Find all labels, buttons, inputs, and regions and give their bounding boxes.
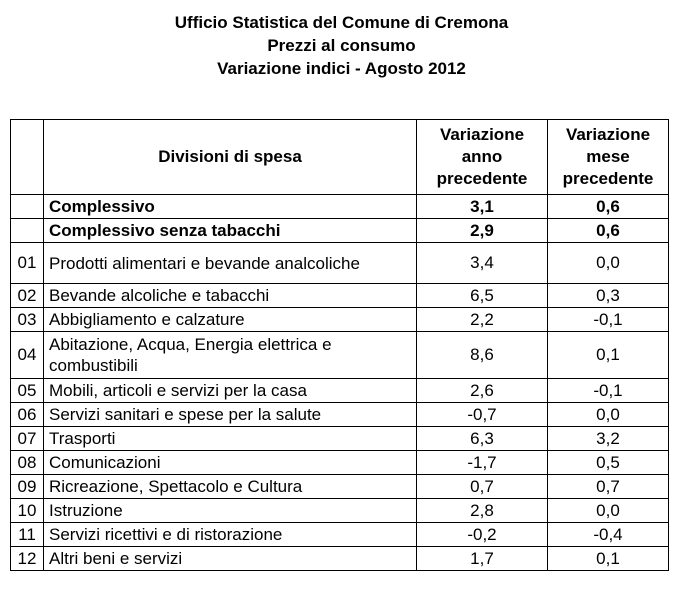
row-variation-month: 0,7 — [547, 474, 669, 499]
row-variation-month: 3,2 — [547, 426, 669, 451]
header-division: Divisioni di spesa — [43, 119, 417, 195]
row-variation-year: 8,6 — [416, 331, 548, 379]
row-variation-month: 0,3 — [547, 283, 669, 308]
table-row-03: 03 Abbigliamento e calzature 2,2 -0,1 — [10, 307, 669, 332]
row-variation-month: 0,0 — [547, 242, 669, 284]
row-variation-year: 2,6 — [416, 378, 548, 403]
row-code: 08 — [10, 450, 44, 475]
table-row-12: 12 Altri beni e servizi 1,7 0,1 — [10, 546, 669, 571]
row-code: 02 — [10, 283, 44, 308]
row-code: 09 — [10, 474, 44, 499]
row-variation-year: 3,1 — [416, 194, 548, 219]
row-variation-year: 2,2 — [416, 307, 548, 332]
table-row-08: 08 Comunicazioni -1,7 0,5 — [10, 450, 669, 475]
row-code: 12 — [10, 546, 44, 571]
table-row-02: 02 Bevande alcoliche e tabacchi 6,5 0,3 — [10, 283, 669, 308]
table-row-complessivo: Complessivo 3,1 0,6 — [10, 194, 669, 219]
row-division: Servizi sanitari e spese per la salute — [43, 402, 417, 427]
row-division: Servizi ricettivi e di ristorazione — [43, 522, 417, 547]
row-variation-month: -0,4 — [547, 522, 669, 547]
row-division: Complessivo senza tabacchi — [43, 218, 417, 243]
table-row-09: 09 Ricreazione, Spettacolo e Cultura 0,7… — [10, 474, 669, 499]
row-code: 10 — [10, 498, 44, 523]
row-code: 04 — [10, 331, 44, 379]
table-row-01: 01 Prodotti alimentari e bevande analcol… — [10, 242, 669, 284]
row-code: 11 — [10, 522, 44, 547]
row-code: 07 — [10, 426, 44, 451]
header-row: Divisioni di spesa Variazione anno prece… — [10, 119, 669, 195]
header-variation-month: Variazione mese precedente — [547, 119, 669, 195]
title-line-office: Ufficio Statistica del Comune di Cremona — [174, 13, 509, 32]
row-variation-month: -0,1 — [547, 307, 669, 332]
row-division: Altri beni e servizi — [43, 546, 417, 571]
row-division: Trasporti — [43, 426, 417, 451]
row-division: Prodotti alimentari e bevande analcolich… — [43, 242, 417, 284]
row-variation-year: 1,7 — [416, 546, 548, 571]
table-row-07: 07 Trasporti 6,3 3,2 — [10, 426, 669, 451]
row-variation-year: 0,7 — [416, 474, 548, 499]
row-code: 06 — [10, 402, 44, 427]
row-code: 01 — [10, 242, 44, 284]
row-variation-month: 0,1 — [547, 546, 669, 571]
row-variation-year: 2,9 — [416, 218, 548, 243]
document-title: Ufficio Statistica del Comune di Cremona… — [0, 0, 683, 80]
row-variation-year: -0,7 — [416, 402, 548, 427]
row-division: Bevande alcoliche e tabacchi — [43, 283, 417, 308]
row-variation-month: 0,5 — [547, 450, 669, 475]
row-variation-month: 0,6 — [547, 194, 669, 219]
table-row-10: 10 Istruzione 2,8 0,0 — [10, 498, 669, 523]
row-division: Abitazione, Acqua, Energia elettrica e c… — [43, 331, 417, 379]
row-variation-year: 2,8 — [416, 498, 548, 523]
table-row-05: 05 Mobili, articoli e servizi per la cas… — [10, 378, 669, 403]
row-variation-month: -0,1 — [547, 378, 669, 403]
row-division: Istruzione — [43, 498, 417, 523]
title-line-period: Variazione indici - Agosto 2012 — [217, 59, 466, 78]
table-row-06: 06 Servizi sanitari e spese per la salut… — [10, 402, 669, 427]
row-division: Abbigliamento e calzature — [43, 307, 417, 332]
row-division: Comunicazioni — [43, 450, 417, 475]
row-code — [10, 218, 44, 243]
row-code: 03 — [10, 307, 44, 332]
row-variation-month: 0,0 — [547, 498, 669, 523]
row-variation-year: -0,2 — [416, 522, 548, 547]
header-code — [10, 119, 44, 195]
table-row-complessivo-senza-tabacchi: Complessivo senza tabacchi 2,9 0,6 — [10, 218, 669, 243]
row-code: 05 — [10, 378, 44, 403]
header-variation-year: Variazione anno precedente — [416, 119, 548, 195]
row-variation-month: 0,1 — [547, 331, 669, 379]
row-division: Ricreazione, Spettacolo e Cultura — [43, 474, 417, 499]
row-variation-year: 6,5 — [416, 283, 548, 308]
price-variation-table: Divisioni di spesa Variazione anno prece… — [10, 119, 669, 571]
row-variation-year: 6,3 — [416, 426, 548, 451]
row-division: Complessivo — [43, 194, 417, 219]
table-row-04: 04 Abitazione, Acqua, Energia elettrica … — [10, 331, 669, 379]
row-variation-month: 0,6 — [547, 218, 669, 243]
row-variation-year: 3,4 — [416, 242, 548, 284]
row-variation-month: 0,0 — [547, 402, 669, 427]
row-variation-year: -1,7 — [416, 450, 548, 475]
row-code — [10, 194, 44, 219]
title-line-subject: Prezzi al consumo — [267, 36, 416, 55]
row-division: Mobili, articoli e servizi per la casa — [43, 378, 417, 403]
table-row-11: 11 Servizi ricettivi e di ristorazione -… — [10, 522, 669, 547]
